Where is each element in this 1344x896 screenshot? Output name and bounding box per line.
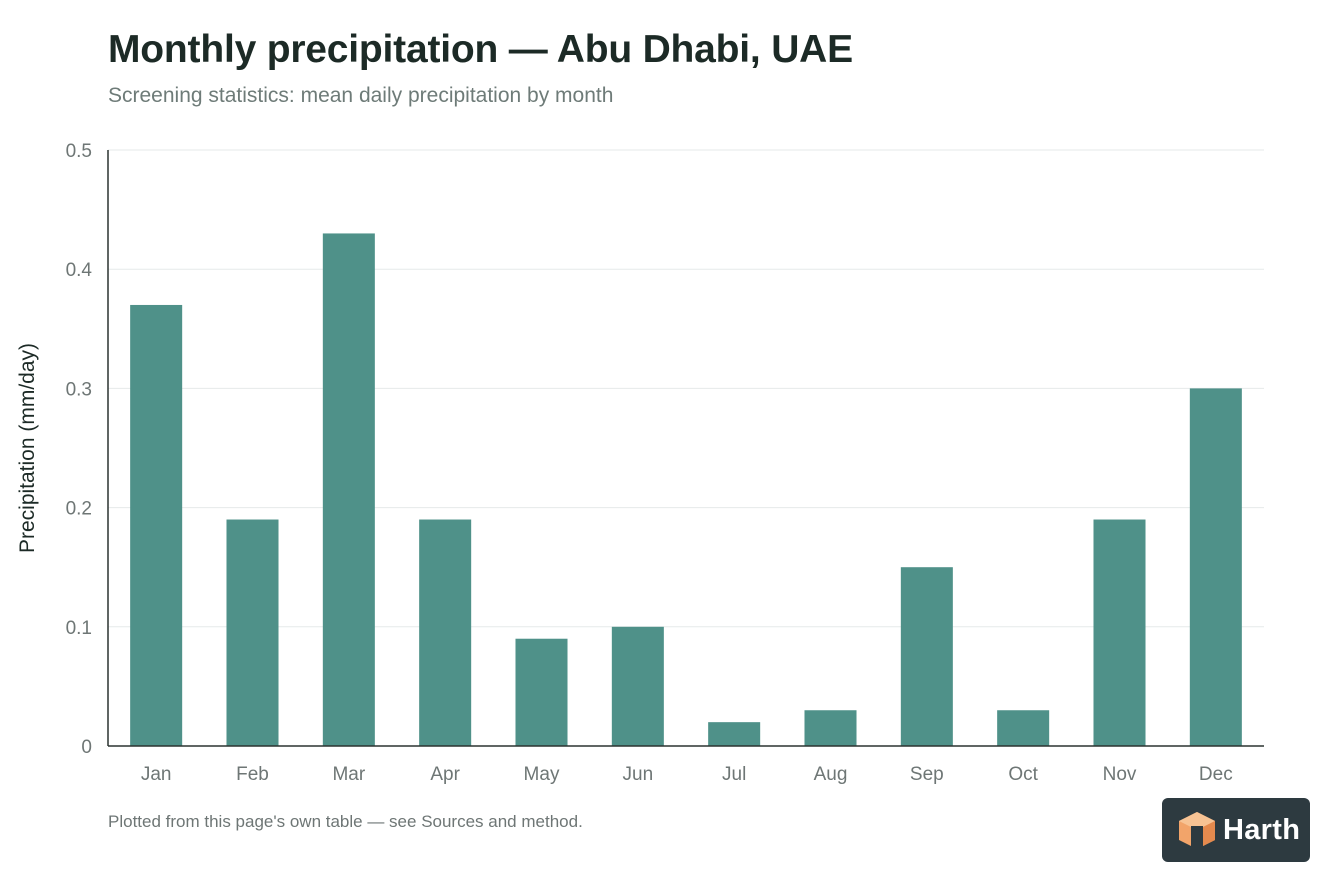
bar-sep [900,567,953,746]
x-tick-label: Aug [814,764,848,785]
bar-dec [1189,388,1242,746]
bar-apr [419,519,472,746]
y-tick-label: 0.4 [66,260,93,281]
bar-may [515,638,568,746]
x-tick-label: Sep [910,764,944,785]
bar-aug [804,710,857,746]
harth-logo[interactable]: Harth [1162,798,1310,862]
x-tick-label: Apr [430,764,460,785]
chart-title: Monthly precipitation — Abu Dhabi, UAE [108,28,853,71]
x-tick-label: Jun [623,764,654,785]
bar-jul [708,722,761,746]
tick-labels: 0 0.1 0.2 0.3 0.4 0.5 Jan Feb Mar Apr May Jun Jul Aug… [66,141,1233,785]
bar-oct [997,710,1050,746]
y-tick-label: 0 [81,737,92,758]
x-tick-label: Nov [1103,764,1137,785]
x-tick-label: Mar [332,764,365,785]
y-tick-label: 0.5 [66,141,92,162]
logo-text: Harth [1223,813,1301,846]
y-axis-title: Precipitation (mm/day) [16,343,39,553]
footnote: Plotted from this page's own table — see… [108,812,583,831]
bars [130,233,1242,746]
bar-mar [322,233,375,746]
chart-subtitle: Screening statistics: mean daily precipi… [108,84,614,107]
bar-jun [611,626,664,746]
x-tick-label: May [524,764,560,785]
bar-chart: 0 0.1 0.2 0.3 0.4 0.5 Jan Feb Mar Apr May Jun Jul Aug… [16,141,1264,785]
y-tick-label: 0.3 [66,379,92,400]
axes [107,150,1264,747]
x-tick-label: Feb [236,764,269,785]
bar-jan [130,304,183,746]
y-tick-label: 0.2 [66,499,92,520]
bar-feb [226,519,279,746]
x-tick-label: Dec [1199,764,1233,785]
y-tick-label: 0.1 [66,618,92,639]
x-tick-label: Jan [141,764,172,785]
bar-nov [1093,519,1146,746]
cube-logo-icon [1179,812,1215,849]
gridlines [108,149,1264,628]
x-tick-label: Jul [722,764,746,785]
x-tick-label: Oct [1008,764,1038,785]
